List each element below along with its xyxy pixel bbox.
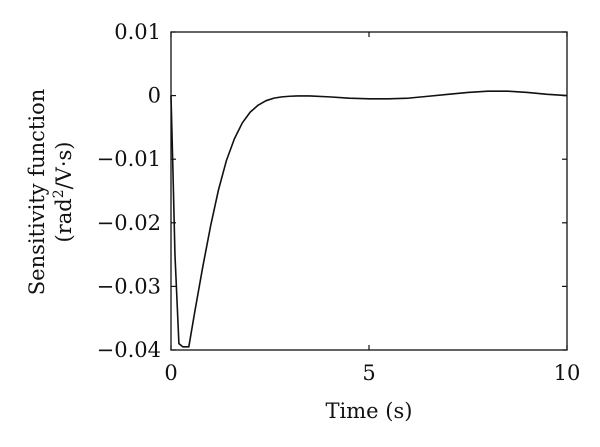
y-tick-label: −0.02 bbox=[97, 211, 161, 235]
y-axis-label-line1: Sensitivity function bbox=[25, 89, 49, 295]
y-axis-ticks: 0.01 0 −0.01 −0.02 −0.03 −0.04 bbox=[97, 20, 567, 362]
y-axis-label-line2: (rad2/V·s) bbox=[51, 141, 76, 242]
series-line bbox=[170, 90, 568, 348]
x-axis-label: Time (s) bbox=[326, 399, 413, 423]
y-tick-label: 0.01 bbox=[114, 20, 161, 44]
y-tick-label: −0.04 bbox=[97, 338, 161, 362]
x-axis-ticks: 0 5 10 bbox=[164, 32, 580, 385]
x-tick-label: 5 bbox=[362, 361, 375, 385]
plot-frame bbox=[170, 31, 568, 351]
x-tick-label: 10 bbox=[554, 361, 581, 385]
y-tick-label: −0.01 bbox=[97, 147, 161, 171]
x-tick-label: 0 bbox=[164, 361, 177, 385]
y-axis-label: Sensitivity function (rad2/V·s) bbox=[25, 89, 76, 295]
y-tick-label: 0 bbox=[148, 84, 161, 108]
y-tick-label: −0.03 bbox=[97, 274, 161, 298]
